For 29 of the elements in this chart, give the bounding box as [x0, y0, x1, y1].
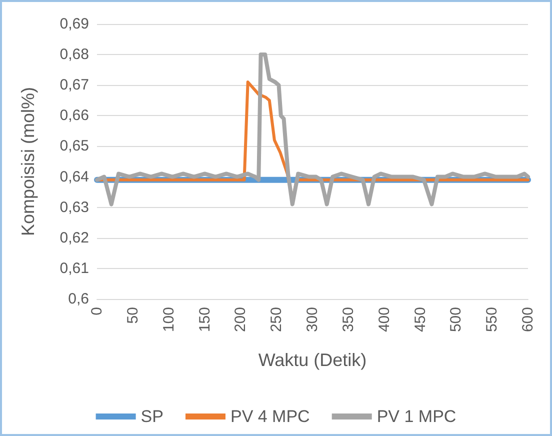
x-tick-label: 50	[124, 307, 142, 324]
legend-label: PV 1 MPC	[376, 407, 456, 426]
y-tick-label: 0,64	[60, 168, 89, 186]
legend-label: PV 4 MPC	[230, 407, 310, 426]
x-tick-label: 250	[268, 307, 286, 332]
y-tick-label: 0,69	[60, 16, 89, 32]
y-axis-title: Kompoisisi (mol%)	[18, 86, 38, 236]
y-tick-label: 0,66	[60, 107, 89, 124]
y-tick-label: 0,63	[60, 198, 89, 216]
line-series	[95, 52, 530, 206]
x-axis-title: Waktu (Detik)	[258, 350, 367, 370]
x-tick-label: 500	[448, 307, 465, 332]
y-tick-label: 0,61	[60, 260, 89, 277]
x-tick-label: 150	[196, 307, 214, 332]
x-tick-label: 600	[520, 307, 536, 332]
x-tick-label: 350	[340, 307, 357, 332]
x-tick-label: 300	[304, 307, 321, 332]
y-tick-label: 0,67	[60, 76, 89, 94]
legend-label: SP	[140, 407, 164, 426]
x-tick-label: 200	[232, 307, 250, 332]
y-tick-label: 0,68	[60, 46, 89, 64]
x-tick-label: 400	[376, 307, 393, 332]
x-tick-label: 550	[484, 307, 501, 332]
y-tick-label: 0,65	[60, 138, 89, 155]
x-tick-label: 450	[412, 307, 429, 332]
x-tick-label: 0	[88, 307, 106, 316]
y-tick-label: 0,6	[68, 290, 89, 308]
x-tick-label: 100	[160, 307, 178, 332]
y-tick-label: 0,62	[60, 229, 89, 246]
